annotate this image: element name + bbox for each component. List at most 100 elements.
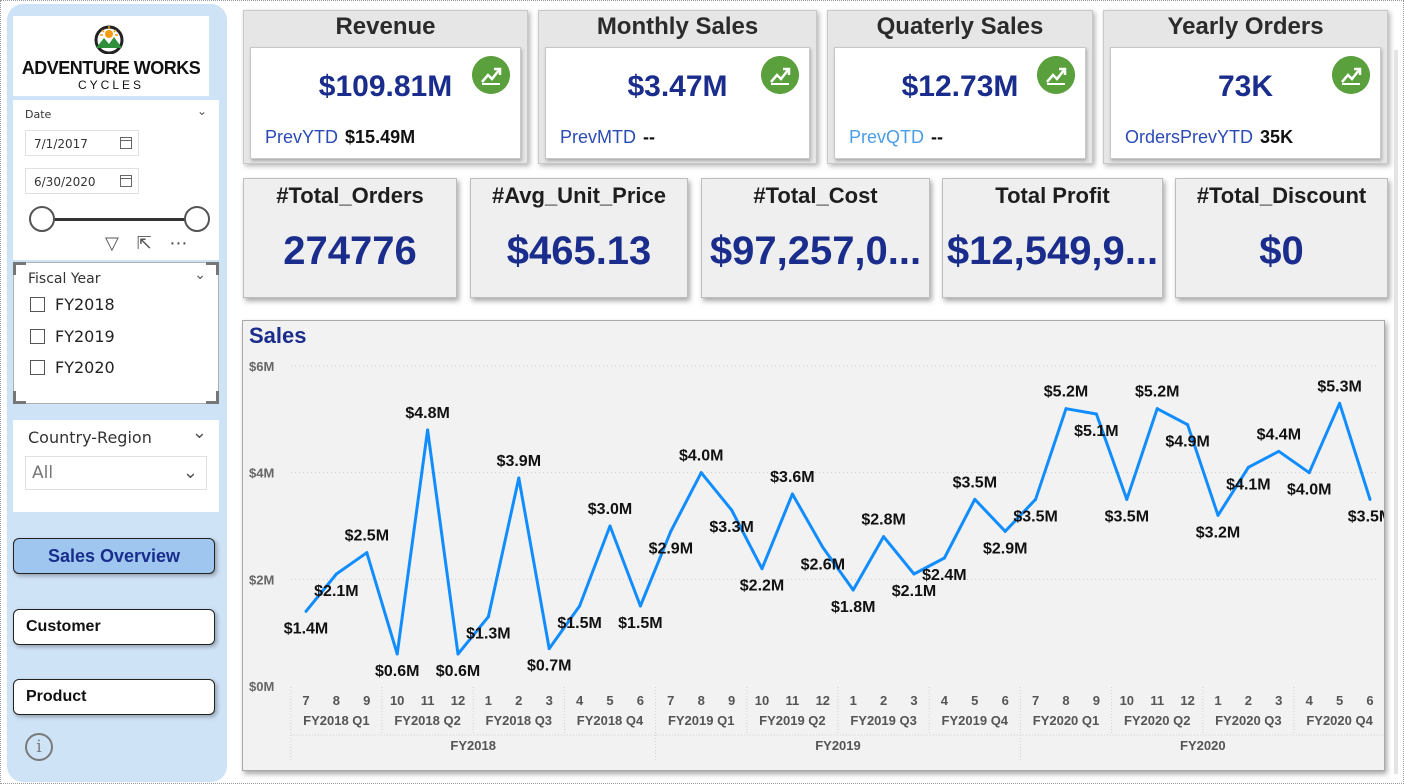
page-scrollbar[interactable] [1394, 50, 1398, 774]
x-tick-month: 5 [606, 693, 613, 708]
chevron-down-icon[interactable]: ⌄ [191, 422, 207, 443]
chevron-down-icon[interactable]: ⌄ [182, 462, 198, 483]
x-tick-month: 6 [637, 693, 644, 708]
data-label: $2.9M [983, 540, 1027, 557]
data-label: $3.2M [1196, 524, 1240, 541]
customer-button[interactable]: Customer [13, 609, 215, 645]
data-point [426, 428, 430, 432]
fiscal-year-option[interactable]: FY2018 [30, 295, 115, 314]
data-point [1094, 412, 1098, 416]
x-tick-month: 2 [880, 693, 887, 708]
country-region-value: All [32, 463, 54, 483]
fiscal-year-option[interactable]: FY2019 [30, 327, 115, 346]
data-label: $3.9M [497, 453, 541, 470]
trend-up-icon [1332, 56, 1370, 94]
date-slider-end-handle[interactable] [184, 206, 210, 232]
x-tick-month: 4 [1306, 693, 1314, 708]
data-point [882, 535, 886, 539]
checkbox[interactable] [30, 360, 45, 375]
metric-value: 274776 [283, 229, 417, 273]
resize-handle[interactable] [13, 391, 26, 404]
focus-mode-icon[interactable]: ⇱ [136, 233, 152, 254]
info-icon[interactable]: i [25, 733, 53, 761]
resize-handle[interactable] [206, 262, 219, 275]
end-date-input[interactable]: 6/30/2020 [25, 168, 139, 194]
data-label: $4.8M [405, 405, 449, 422]
kpi-title: Monthly Sales [596, 13, 759, 40]
x-tick-month: 2 [1245, 693, 1252, 708]
data-point [1186, 423, 1190, 427]
kpi-value: 73K [1217, 70, 1274, 103]
x-tick-month: 6 [1002, 693, 1009, 708]
metric-card-total-discount: #Total_Discount $0 [1175, 178, 1388, 298]
more-options-icon[interactable]: ⋯ [169, 233, 188, 254]
start-date-input[interactable]: 7/1/2017 [25, 130, 139, 156]
calendar-icon[interactable] [120, 137, 132, 149]
x-tick-month: 5 [1336, 693, 1343, 708]
end-date-value: 6/30/2020 [34, 175, 96, 189]
calendar-icon[interactable] [120, 175, 132, 187]
metric-title: #Total_Orders [276, 183, 424, 208]
product-button[interactable]: Product [13, 679, 215, 715]
kpi-value: $12.73M [901, 70, 1019, 103]
data-label: $2.9M [649, 540, 693, 557]
checkbox[interactable] [30, 297, 45, 312]
metric-value: $465.13 [506, 229, 652, 273]
metric-card-avg-unit-price: #Avg_Unit_Price $465.13 [470, 178, 688, 298]
chevron-down-icon[interactable]: ⌄ [194, 267, 206, 283]
checkbox[interactable] [30, 329, 45, 344]
kpi-prev-value: -- [643, 127, 656, 147]
filter-icon[interactable]: ▽ [105, 233, 119, 254]
metric-title: #Total_Discount [1196, 183, 1367, 208]
country-region-dropdown[interactable]: All ⌄ [25, 456, 207, 490]
data-label: $4.0M [1287, 482, 1331, 499]
data-label: $3.5M [953, 474, 997, 491]
kpi-prev: OrdersPrevYTD 35K [1125, 127, 1293, 148]
kpi-card-monthly-sales: Monthly Sales $3.47M PrevMTD -- [538, 10, 817, 164]
data-point [486, 615, 490, 619]
metric-title: Total Profit [995, 183, 1110, 208]
country-region-title: Country-Region [28, 428, 152, 447]
data-point [1125, 497, 1129, 501]
kpi-body: $12.73M PrevQTD -- [834, 47, 1086, 159]
kpi-title: Quaterly Sales [876, 13, 1044, 40]
data-label: $3.6M [770, 469, 814, 486]
x-tick-quarter: FY2018 Q2 [394, 713, 461, 728]
date-slider-track[interactable] [41, 218, 201, 221]
fiscal-year-slicer: Fiscal Year ⌄ FY2018 FY2019 FY2020 [13, 262, 219, 404]
data-label: $0.7M [527, 658, 571, 675]
fiscal-year-title: Fiscal Year [28, 271, 101, 287]
country-region-slicer: Country-Region ⌄ All ⌄ [13, 420, 219, 512]
x-tick-month: 8 [698, 693, 705, 708]
resize-handle[interactable] [13, 262, 26, 275]
x-tick-quarter: FY2019 Q3 [850, 713, 917, 728]
fiscal-year-option-label: FY2020 [55, 358, 115, 377]
data-point [730, 508, 734, 512]
data-point [1307, 471, 1311, 475]
data-point [942, 556, 946, 560]
metric-card-total-orders: #Total_Orders 274776 [243, 178, 457, 298]
metric-value: $12,549,9... [946, 229, 1159, 273]
data-label: $3.5M [1105, 508, 1149, 525]
x-tick-month: 5 [971, 693, 978, 708]
chevron-down-icon[interactable]: ⌄ [196, 104, 207, 118]
data-point [1277, 449, 1281, 453]
data-label: $2.5M [345, 528, 389, 545]
data-point [1034, 497, 1038, 501]
kpi-card-quarterly-sales: Quaterly Sales $12.73M PrevQTD -- [827, 10, 1093, 164]
fiscal-year-option[interactable]: FY2020 [30, 358, 115, 377]
data-label: $1.8M [831, 599, 875, 616]
x-tick-month: 7 [1032, 693, 1039, 708]
y-tick-label: $2M [249, 572, 274, 587]
date-slicer: Date ⌄ 7/1/2017 6/30/2020 ▽ ⇱ ⋯ [13, 100, 219, 260]
resize-handle[interactable] [206, 391, 219, 404]
sales-series-line [304, 401, 1372, 656]
fiscal-year-option-label: FY2018 [55, 295, 115, 314]
data-point [851, 588, 855, 592]
sales-overview-button[interactable]: Sales Overview [13, 538, 215, 574]
sales-chart-card: Sales $0M $2M $4M $6M $1.4M $2.1M $2.5M $0.6M $4… [242, 320, 1385, 771]
data-point [760, 567, 764, 571]
x-tick-month: 9 [1093, 693, 1100, 708]
data-label: $4.9M [1165, 434, 1209, 451]
date-slider-start-handle[interactable] [29, 206, 55, 232]
